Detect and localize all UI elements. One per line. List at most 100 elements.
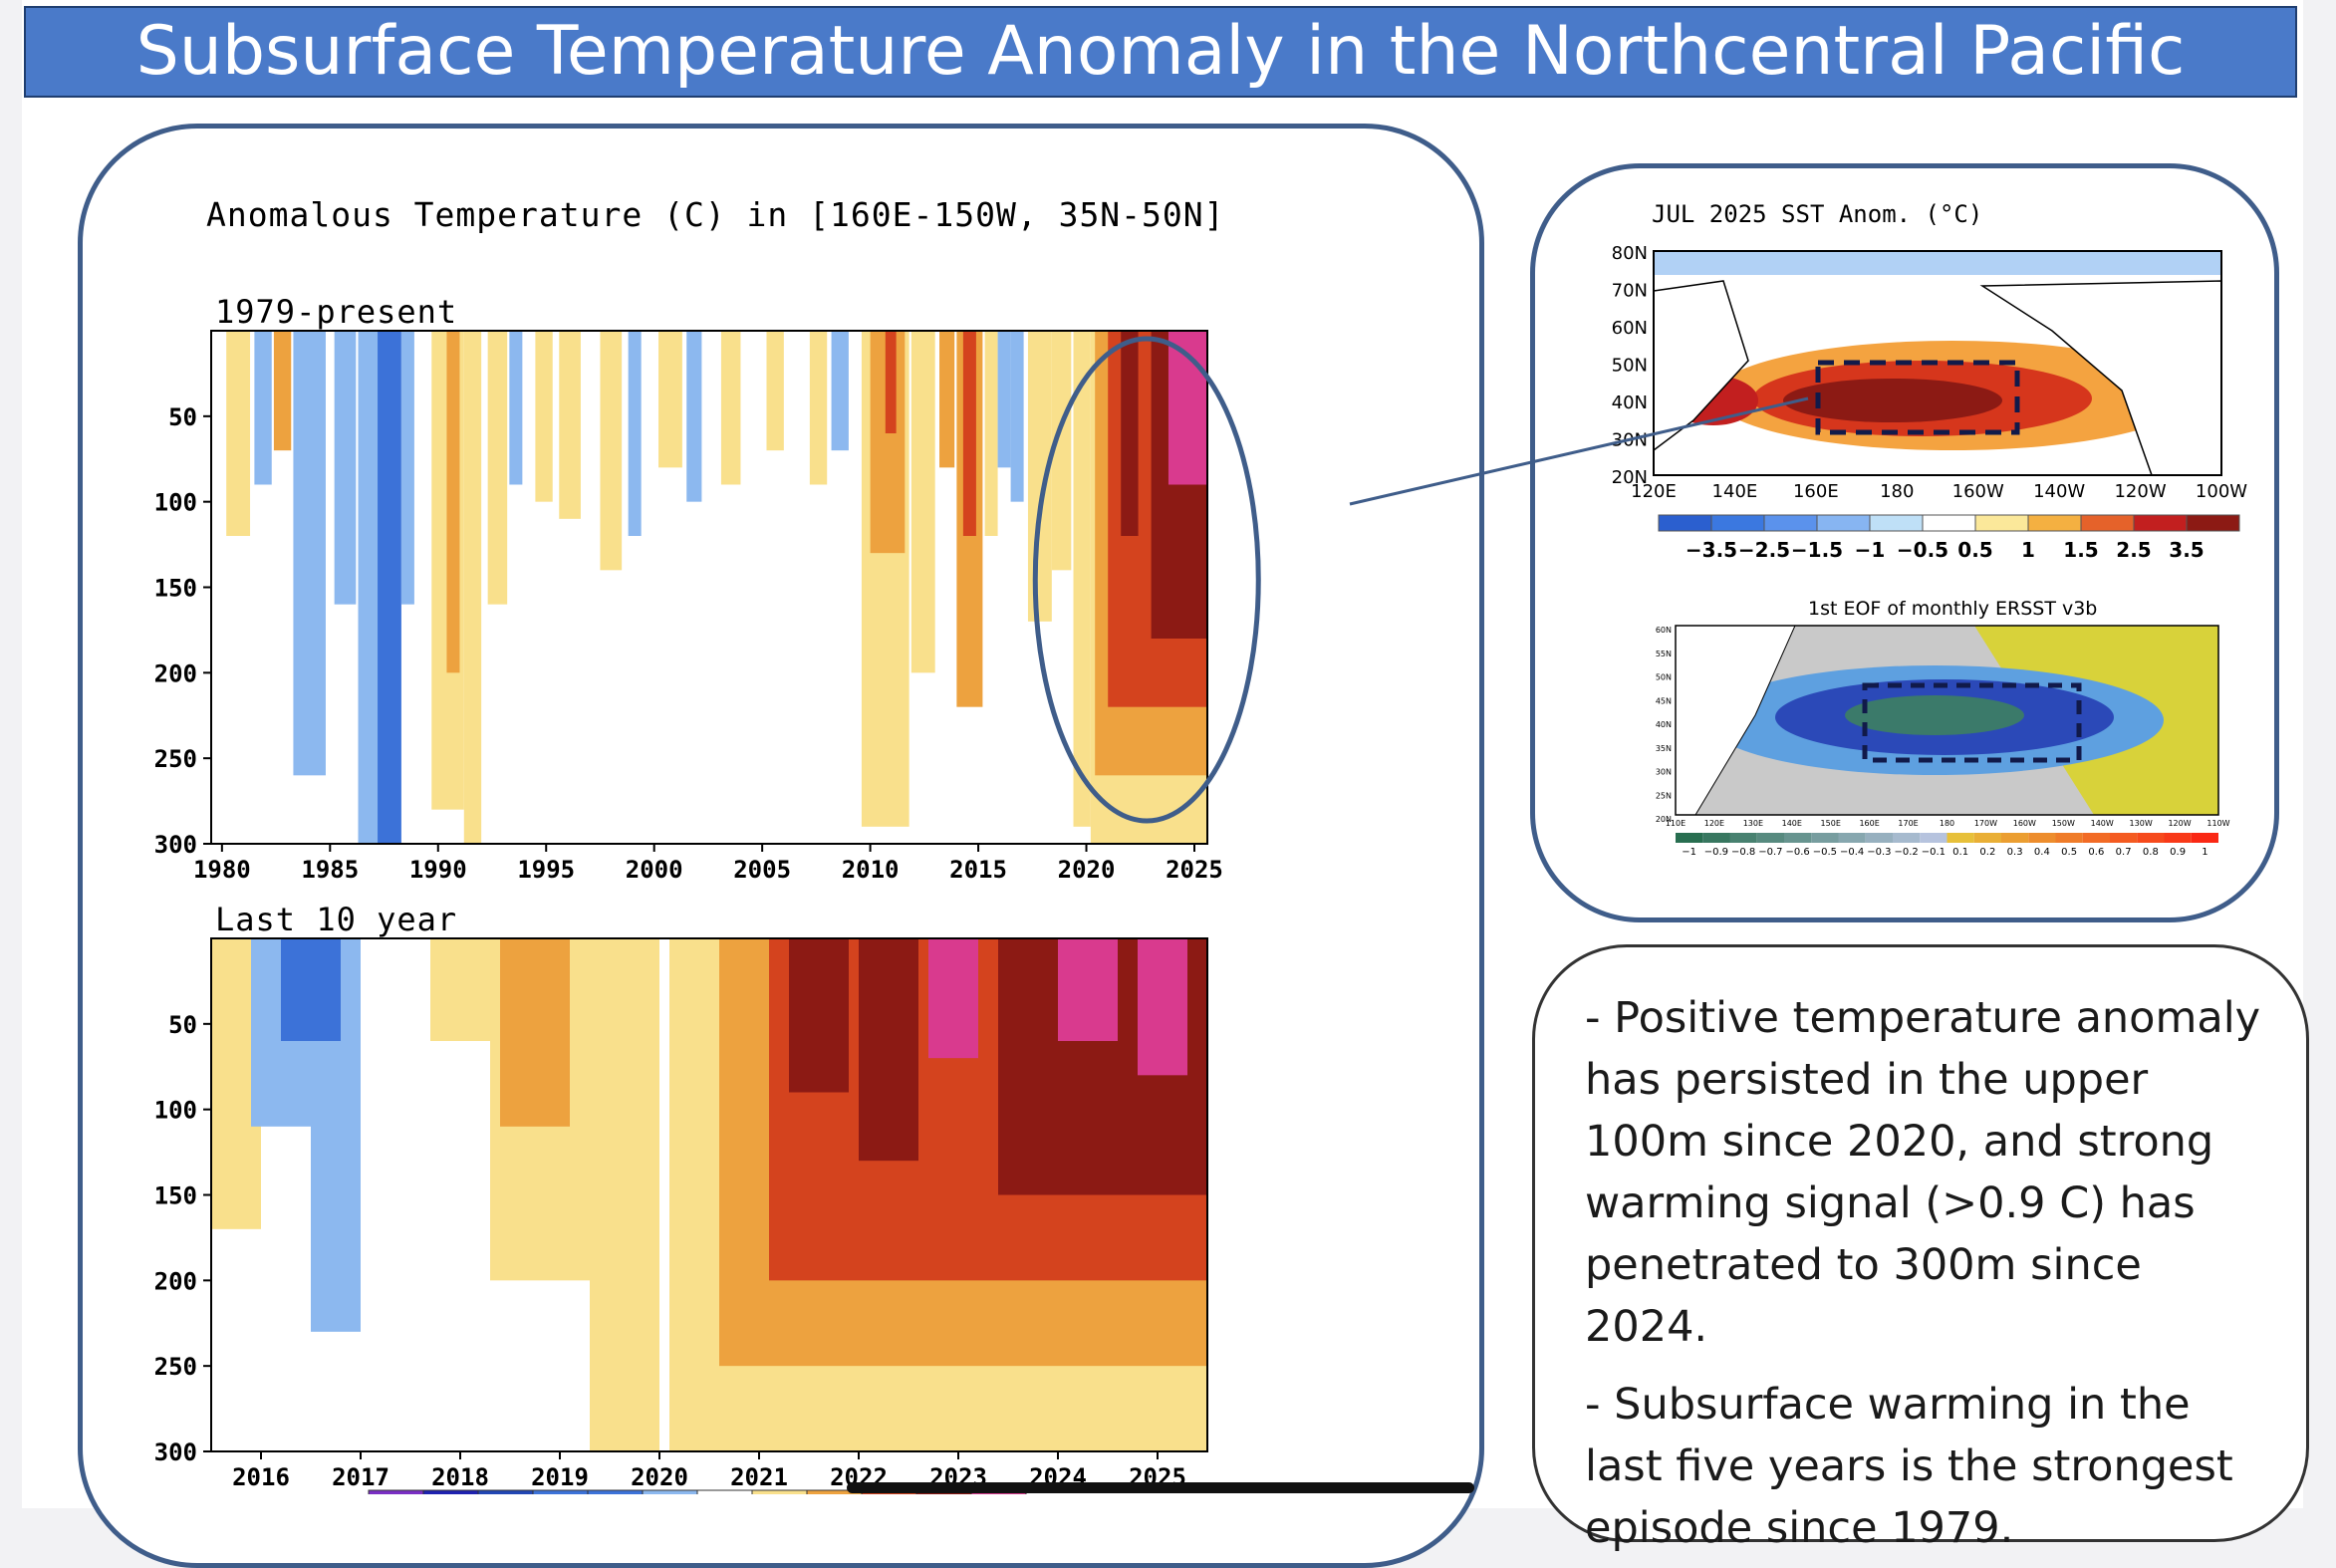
eof-lon-label: 140E — [1782, 819, 1802, 828]
colorbar-swatch — [642, 1489, 698, 1494]
eof-negative-core — [1845, 695, 2024, 735]
x-tick-label: 2015 — [949, 856, 1007, 884]
sst-colorbar-label: −1.5 — [1791, 538, 1843, 562]
eof-colorbar-swatch — [1920, 833, 1947, 843]
sst-colorbar-label: 2.5 — [2116, 538, 2151, 562]
eof-colorbar-label: −0.8 — [1731, 847, 1755, 858]
sst-colorbar-label: −0.5 — [1897, 538, 1948, 562]
eof-colorbar-label: 0.4 — [2034, 847, 2050, 858]
x-tick-label: 2000 — [626, 856, 683, 884]
eof-lon-label: 140W — [2091, 819, 2114, 828]
anomaly-band — [487, 331, 508, 605]
eof-lon-label: 150W — [2052, 819, 2075, 828]
anomaly-band — [1010, 331, 1024, 502]
sst-colorbar-label: 3.5 — [2169, 538, 2204, 562]
eof-lon-label: 110E — [1666, 819, 1686, 828]
lon-label: 100W — [2196, 481, 2247, 502]
y-tick-label: 150 — [154, 575, 197, 603]
lat-label: 80N — [1612, 243, 1648, 264]
eof-lon-label: 160W — [2013, 819, 2036, 828]
y-tick-label: 250 — [154, 745, 197, 773]
eof-lon-label: 180 — [1940, 819, 1954, 828]
lat-label: 40N — [1612, 392, 1648, 413]
eof-colorbar-swatch — [2191, 833, 2218, 843]
eof-colorbar-swatch — [1838, 833, 1866, 843]
y-tick-label: 150 — [154, 1182, 197, 1210]
eof-colorbar-swatch — [1947, 833, 1974, 843]
eof-colorbar-label: −0.2 — [1894, 847, 1918, 858]
chart-title: Last 10 year — [215, 901, 457, 938]
lon-label: 140W — [2033, 481, 2085, 502]
eof-colorbar-label: 0.2 — [1979, 847, 1995, 858]
eof-colorbar-swatch — [2137, 833, 2165, 843]
anomaly-band — [831, 331, 849, 451]
heatmap-cells — [211, 938, 1207, 1451]
y-tick-label: 200 — [154, 659, 197, 687]
lat-label: 50N — [1612, 356, 1648, 377]
x-tick-label: 1985 — [301, 856, 359, 884]
lat-label: 60N — [1612, 318, 1648, 339]
colorbar-swatch — [806, 1489, 863, 1494]
anomaly-band — [358, 331, 379, 844]
warm-anomaly-core — [1783, 379, 2002, 422]
eof-lon-label: 130E — [1743, 819, 1763, 828]
colorbar-swatch — [751, 1489, 808, 1494]
sst-colorbar-label: −2.5 — [1738, 538, 1790, 562]
eof-lat-label: 60N — [1656, 626, 1672, 635]
x-tick-label: 2010 — [842, 856, 900, 884]
eof-colorbar-label: −0.7 — [1758, 847, 1782, 858]
main-chart-header: Anomalous Temperature (C) in [160E-150W,… — [206, 195, 1225, 234]
eof-lon-label: 170W — [1974, 819, 1997, 828]
colorbar-swatch — [422, 1489, 479, 1494]
eof-colorbar-swatch — [2164, 833, 2192, 843]
eof-colorbar-label: 0.5 — [2061, 847, 2077, 858]
anomaly-band — [789, 938, 849, 1093]
anomaly-band — [334, 331, 357, 605]
eof-lat-label: 50N — [1656, 673, 1672, 682]
y-tick-label: 250 — [154, 1353, 197, 1381]
x-tick-label: 2017 — [332, 1463, 389, 1491]
anomaly-band — [984, 331, 998, 536]
sst-anomaly-map: 80N70N60N50N40N30N20N120E140E160E180160W… — [1612, 243, 2248, 562]
lon-label: 160E — [1793, 481, 1839, 502]
anomaly-band — [628, 331, 642, 536]
eof-colorbar-label: 0.7 — [2116, 847, 2132, 858]
anomaly-band — [293, 331, 326, 776]
anomaly-band — [766, 331, 784, 451]
eof-colorbar-label: 0.8 — [2143, 847, 2159, 858]
note-bullet-1: - Positive temperature anomaly has persi… — [1585, 993, 2261, 1352]
anomaly-band — [254, 331, 272, 485]
x-tick-label: 1990 — [409, 856, 467, 884]
colorbar-swatch — [696, 1489, 753, 1494]
anomaly-band — [463, 331, 482, 844]
anomaly-band — [559, 331, 581, 519]
anomaly-band — [1073, 331, 1091, 827]
anomaly-band — [430, 938, 490, 1041]
eof-lon-label: 110W — [2206, 819, 2229, 828]
anomaly-band — [1051, 331, 1072, 571]
eof-colorbar-label: −0.1 — [1922, 847, 1946, 858]
eof-colorbar-label: −0.3 — [1867, 847, 1891, 858]
eof-lon-label: 130W — [2130, 819, 2153, 828]
y-tick-label: 100 — [154, 1097, 197, 1125]
anomaly-band — [1121, 331, 1139, 536]
anomaly-band — [600, 331, 623, 571]
anomaly-band — [885, 331, 897, 433]
x-tick-label: 1995 — [517, 856, 575, 884]
lon-label: 140E — [1712, 481, 1758, 502]
x-tick-label: 1980 — [193, 856, 251, 884]
anomaly-band — [378, 331, 401, 844]
eof-lat-label: 45N — [1656, 696, 1672, 705]
home-indicator[interactable] — [847, 1482, 1474, 1493]
eof-lon-label: 120W — [2168, 819, 2191, 828]
eof-colorbar-swatch — [1784, 833, 1812, 843]
colorbar-swatch — [587, 1489, 644, 1494]
eof-lat-label: 25N — [1656, 791, 1672, 800]
anomaly-band — [809, 331, 828, 485]
anomaly-band — [509, 331, 523, 485]
eof-colorbar-swatch — [2110, 833, 2138, 843]
anomaly-band — [1058, 938, 1118, 1041]
eof-colorbar-label: 0.1 — [1952, 847, 1968, 858]
lat-label: 70N — [1612, 281, 1648, 302]
y-tick-label: 200 — [154, 1267, 197, 1295]
